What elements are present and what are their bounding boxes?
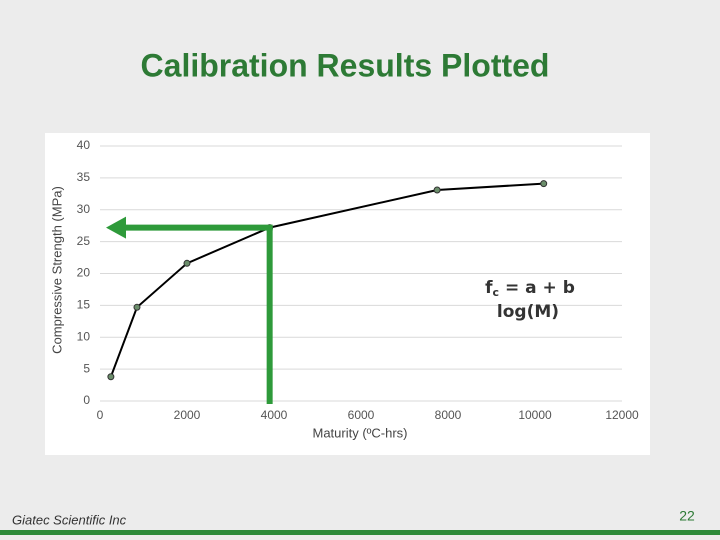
y-axis-label: Compressive Strength (MPa) <box>49 186 64 354</box>
formula: fc = a + b <box>485 278 575 299</box>
x-axis-label: Maturity (ºC-hrs) <box>312 425 407 440</box>
y-tick-label: 10 <box>77 329 91 343</box>
y-tick-label: 25 <box>77 234 91 248</box>
formula-rest: = a + b <box>499 278 575 298</box>
y-tick-label: 30 <box>77 202 91 216</box>
data-point <box>183 259 191 267</box>
y-tick-label: 20 <box>77 266 91 280</box>
formula-line2: log(M) <box>497 302 559 322</box>
data-point <box>540 180 548 188</box>
x-tick-label: 4000 <box>261 408 288 422</box>
slide-title: Calibration Results Plotted <box>141 47 550 83</box>
x-tick-label: 6000 <box>348 408 375 422</box>
data-point <box>133 303 141 311</box>
x-tick-label: 12000 <box>605 408 639 422</box>
data-point <box>433 186 441 194</box>
x-tick-label: 2000 <box>174 408 201 422</box>
y-tick-label: 5 <box>83 361 90 375</box>
x-tick-label: 0 <box>97 408 104 422</box>
page-number: 22 <box>679 508 695 524</box>
y-tick-label: 35 <box>77 170 91 184</box>
x-tick-label: 8000 <box>435 408 462 422</box>
formula-f: f <box>485 278 493 298</box>
footer-company: Giatec Scientific Inc <box>12 512 127 527</box>
arrow-head <box>106 216 126 239</box>
plot: 0 5 10 15 20 25 30 35 40 0 2000 4000 6000 8000 10000 12… <box>77 138 639 422</box>
footer-bar <box>0 530 720 535</box>
x-tick-label: 10000 <box>518 408 552 422</box>
formula-sub: c <box>493 286 500 299</box>
data-point <box>107 373 115 381</box>
y-tick-label: 40 <box>77 138 91 152</box>
data-line <box>109 182 544 378</box>
y-tick-label: 15 <box>77 298 91 312</box>
y-tick-label: 0 <box>83 393 90 407</box>
